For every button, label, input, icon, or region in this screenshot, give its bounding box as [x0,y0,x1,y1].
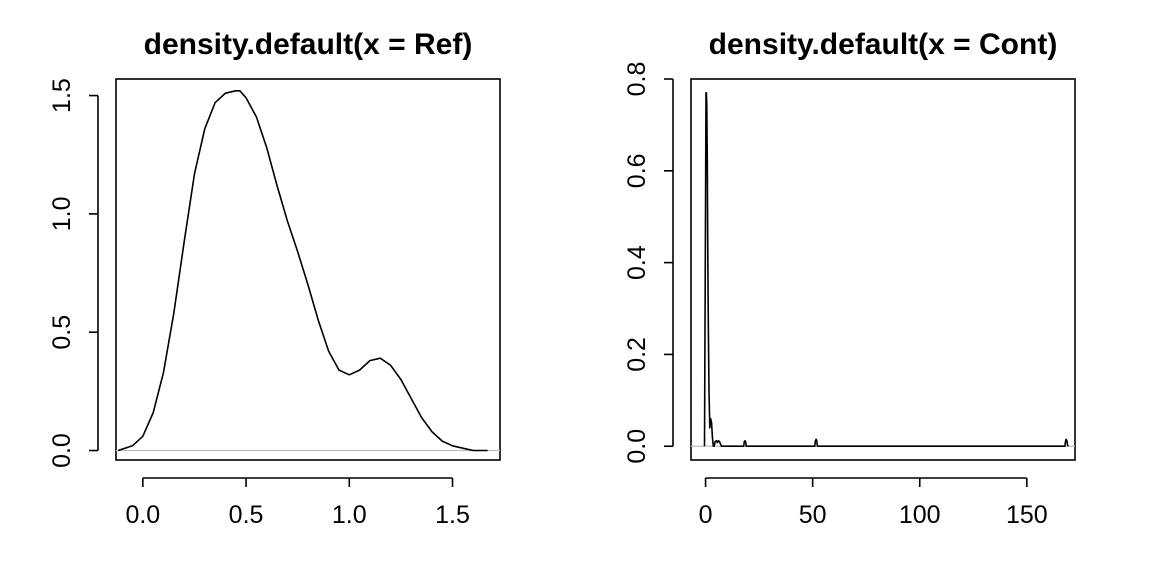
y-tick-label: 0.0 [623,429,651,464]
density-line [117,90,488,452]
panel-cont-density: density.default(x = Cont) 0 50 100 150 0.0 0.2… [623,28,1076,529]
y-tick-label: 0.5 [48,315,76,350]
plot-frame [690,78,1076,461]
y-tick-label: 0.0 [48,433,76,468]
chart-title: density.default(x = Ref) [144,28,473,61]
x-tick-label: 100 [899,501,941,529]
y-tick-label: 0.2 [623,337,651,372]
x-tick-label: 50 [799,501,827,529]
panel-ref-density: density.default(x = Ref) 0.0 0.5 1.0 1.5 0.0 0… [48,28,501,529]
y-tick-label: 1.5 [48,78,76,113]
y-tick-label: 0.8 [623,62,651,97]
chart-title: density.default(x = Cont) [709,28,1058,61]
plot-frame [115,78,501,461]
x-tick-label: 0.0 [125,501,160,529]
x-tick-label: 0 [699,501,713,529]
x-tick-label: 1.5 [435,501,470,529]
x-tick-label: 1.0 [332,501,367,529]
y-tick-label: 0.4 [623,245,651,280]
x-tick-label: 0.5 [229,501,264,529]
y-tick-label: 0.6 [623,153,651,188]
x-tick-label: 150 [1006,501,1048,529]
density-line [703,92,1070,448]
y-tick-label: 1.0 [48,197,76,232]
